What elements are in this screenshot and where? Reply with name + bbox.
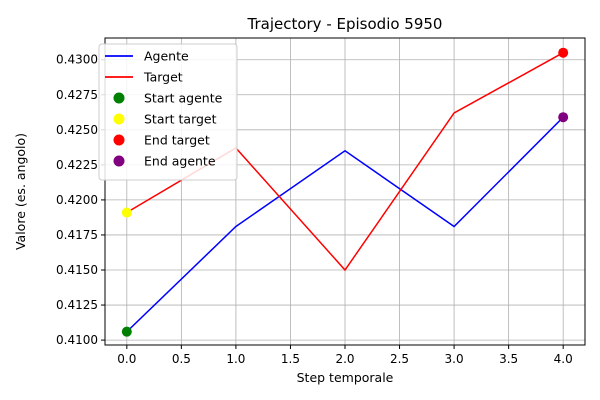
- legend-swatch-start-target: [113, 113, 125, 125]
- legend-swatch-start-agente: [113, 92, 125, 104]
- x-tick-label: 2.0: [335, 352, 354, 366]
- legend-swatch-end-target: [113, 134, 125, 146]
- axis-ticks: 0.0 0.5 1.0 1.5 2.0 2.5 3.0 3.5 4.0 0.4100 0.4125 0…: [56, 53, 573, 366]
- x-tick-label: 1.0: [226, 352, 245, 366]
- legend-swatch-end-agente: [113, 155, 125, 167]
- marker-end-target: [558, 47, 569, 58]
- y-tick-label: 0.4150: [56, 263, 98, 277]
- y-tick-label: 0.4225: [56, 158, 98, 172]
- y-tick-label: 0.4125: [56, 298, 98, 312]
- series-line-agente: [126, 116, 564, 333]
- x-axis-label: Step temporale: [297, 370, 394, 385]
- x-tick-label: 4.0: [554, 352, 573, 366]
- y-tick-label: 0.4250: [56, 123, 98, 137]
- legend-label-start-target: Start target: [144, 112, 217, 127]
- y-tick-label: 0.4200: [56, 193, 98, 207]
- legend-label-agente: Agente: [144, 49, 189, 64]
- x-tick-label: 1.5: [281, 352, 300, 366]
- chart-title: Trajectory - Episodio 5950: [247, 15, 443, 33]
- x-tick-label: 0.5: [172, 352, 191, 366]
- y-tick-label: 0.4300: [56, 53, 98, 67]
- x-tick-label: 0.0: [117, 352, 136, 366]
- y-axis-label: Valore (es. angolo): [13, 133, 28, 250]
- legend: Agente Target Start agente Start target End …: [98, 43, 238, 181]
- legend-box: [98, 43, 238, 181]
- y-tick-label: 0.4175: [56, 228, 98, 242]
- marker-end-agente: [558, 112, 569, 123]
- marker-start-target: [121, 207, 132, 218]
- plot-area: [121, 47, 569, 337]
- legend-label-target: Target: [143, 70, 183, 85]
- x-tick-label: 3.5: [499, 352, 518, 366]
- marker-start-agente: [121, 326, 132, 337]
- y-tick-label: 0.4275: [56, 88, 98, 102]
- y-tick-label: 0.4100: [56, 333, 98, 347]
- legend-label-end-target: End target: [144, 133, 210, 148]
- x-tick-label: 2.5: [390, 352, 409, 366]
- legend-label-start-agente: Start agente: [144, 91, 223, 106]
- x-tick-label: 3.0: [445, 352, 464, 366]
- legend-label-end-agente: End agente: [144, 154, 216, 169]
